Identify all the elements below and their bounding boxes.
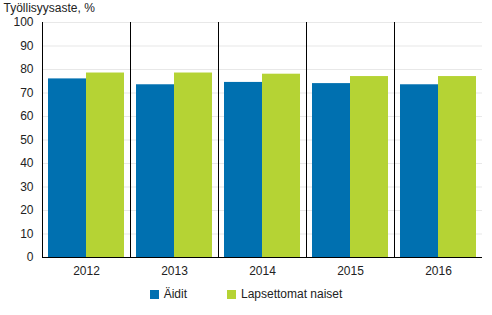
svg-text:2012: 2012 <box>73 264 100 278</box>
svg-text:0: 0 <box>27 250 34 264</box>
html-text:Lapsettomat naiset: Lapsettomat naiset <box>241 287 343 301</box>
svg-text:40: 40 <box>20 156 34 170</box>
svg-text:50: 50 <box>20 133 34 147</box>
svg-text:20: 20 <box>20 203 34 217</box>
html-text:Äidit: Äidit <box>163 287 187 301</box>
svg-text:80: 80 <box>20 62 34 76</box>
svg-text:30: 30 <box>20 180 34 194</box>
svg-text:10: 10 <box>20 227 34 241</box>
svg-text:70: 70 <box>20 86 34 100</box>
svg-text:Työllisyysaste, %: Työllisyysaste, % <box>4 1 96 15</box>
svg-text:100: 100 <box>13 15 33 29</box>
svg-text:2013: 2013 <box>161 264 188 278</box>
svg-text:60: 60 <box>20 109 34 123</box>
svg-text:2014: 2014 <box>249 264 276 278</box>
svg-text:2016: 2016 <box>425 264 452 278</box>
svg-text:2015: 2015 <box>337 264 364 278</box>
svg-text:90: 90 <box>20 39 34 53</box>
